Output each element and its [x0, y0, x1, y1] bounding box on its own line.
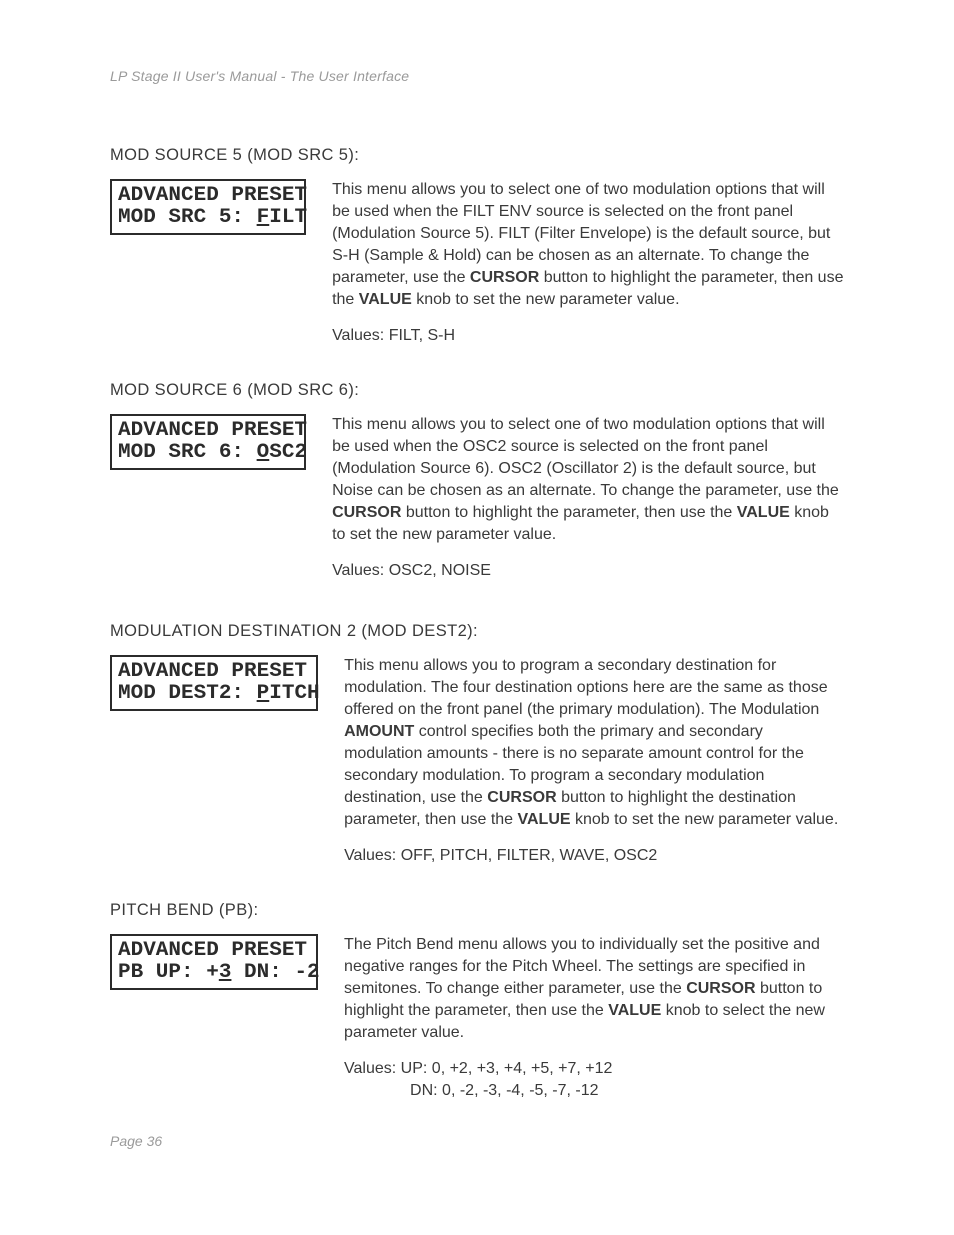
description: This menu allows you to select one of tw… — [332, 414, 844, 582]
values-line: Values: UP: 0, +2, +3, +4, +5, +7, +12 — [344, 1058, 844, 1080]
section-mod-dest2: MODULATION DESTINATION 2 (MOD DEST2): AD… — [110, 622, 844, 867]
lcd-line-2: PB UP: +3 DN: -2 — [118, 962, 320, 984]
running-header: LP Stage II User's Manual - The User Int… — [110, 68, 844, 84]
section-mod-src-6: MOD SOURCE 6 (MOD SRC 6): ADVANCED PRESE… — [110, 381, 844, 582]
section-title: PITCH BEND (PB): — [110, 901, 844, 920]
section-mod-src-5: MOD SOURCE 5 (MOD SRC 5): ADVANCED PRESE… — [110, 146, 844, 347]
section-title: MOD SOURCE 5 (MOD SRC 5): — [110, 146, 844, 165]
description-paragraph: This menu allows you to select one of tw… — [332, 179, 844, 311]
lcd-display: ADVANCED PRESET MOD DEST2: PITCH — [110, 655, 318, 711]
lcd-line-2: MOD SRC 5: FILT — [118, 207, 307, 229]
values-line-2: DN: 0, -2, -3, -4, -5, -7, -12 — [344, 1080, 844, 1102]
description: This menu allows you to program a second… — [344, 655, 844, 867]
section-body: ADVANCED PRESET MOD SRC 6: OSC2 This men… — [110, 414, 844, 582]
description-paragraph: This menu allows you to program a second… — [344, 655, 844, 831]
description-paragraph: This menu allows you to select one of tw… — [332, 414, 844, 546]
values-line: Values: OFF, PITCH, FILTER, WAVE, OSC2 — [344, 845, 844, 867]
page-number: Page 36 — [110, 1133, 162, 1149]
values-line: Values: OSC2, NOISE — [332, 560, 844, 582]
lcd-line-2: MOD SRC 6: OSC2 — [118, 442, 307, 464]
lcd-line-1: ADVANCED PRESET — [118, 940, 320, 962]
lcd-display: ADVANCED PRESET MOD SRC 5: FILT — [110, 179, 306, 235]
description: The Pitch Bend menu allows you to indivi… — [344, 934, 844, 1102]
section-body: ADVANCED PRESET MOD DEST2: PITCH This me… — [110, 655, 844, 867]
lcd-display: ADVANCED PRESET MOD SRC 6: OSC2 — [110, 414, 306, 470]
section-body: ADVANCED PRESET PB UP: +3 DN: -2 The Pit… — [110, 934, 844, 1102]
lcd-line-1: ADVANCED PRESET — [118, 661, 320, 683]
section-pitch-bend: PITCH BEND (PB): ADVANCED PRESET PB UP: … — [110, 901, 844, 1102]
document-page: LP Stage II User's Manual - The User Int… — [0, 0, 954, 1235]
description: This menu allows you to select one of tw… — [332, 179, 844, 347]
lcd-line-1: ADVANCED PRESET — [118, 420, 307, 442]
values-line: Values: FILT, S-H — [332, 325, 844, 347]
section-title: MODULATION DESTINATION 2 (MOD DEST2): — [110, 622, 844, 641]
description-paragraph: The Pitch Bend menu allows you to indivi… — [344, 934, 844, 1044]
lcd-display: ADVANCED PRESET PB UP: +3 DN: -2 — [110, 934, 318, 990]
lcd-line-2: MOD DEST2: PITCH — [118, 683, 320, 705]
lcd-line-1: ADVANCED PRESET — [118, 185, 307, 207]
section-title: MOD SOURCE 6 (MOD SRC 6): — [110, 381, 844, 400]
section-body: ADVANCED PRESET MOD SRC 5: FILT This men… — [110, 179, 844, 347]
